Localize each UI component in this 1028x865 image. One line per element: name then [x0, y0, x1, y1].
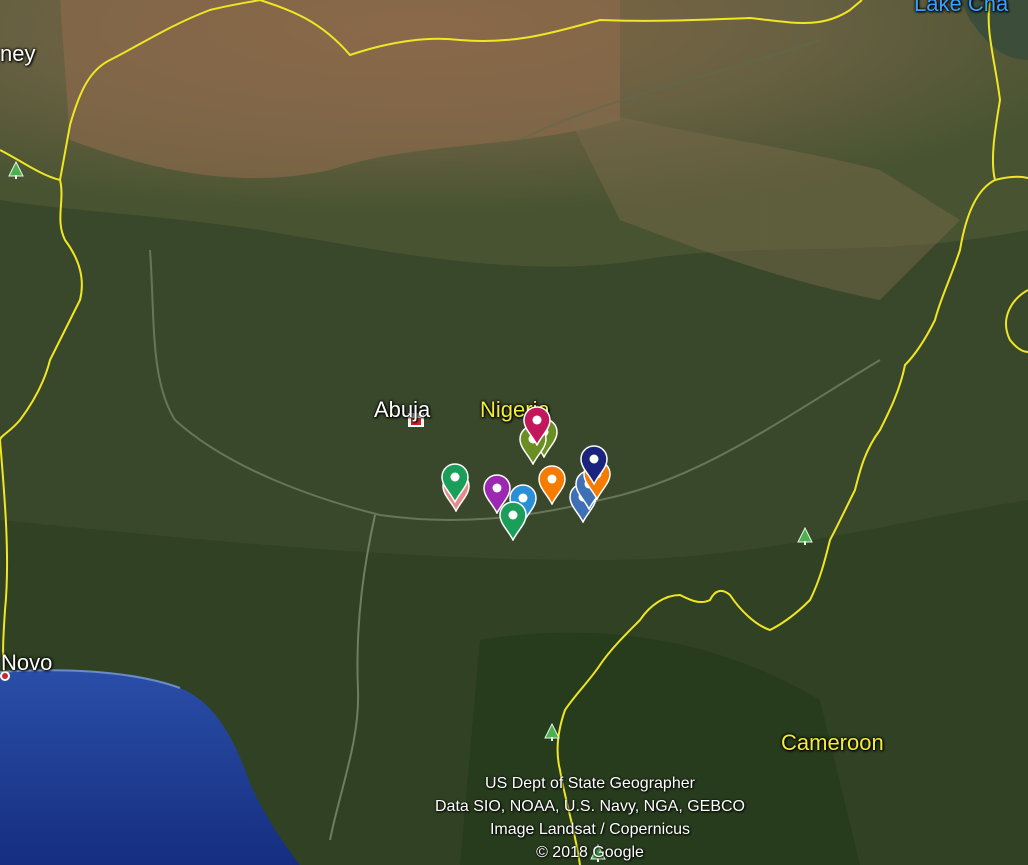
park-tree-icon: [544, 723, 560, 741]
park-tree-icon: [797, 527, 813, 545]
map-attribution: US Dept of State Geographer Data SIO, NO…: [380, 772, 800, 864]
attribution-line: © 2018 Google: [536, 844, 644, 861]
capital-label: Abuja: [374, 397, 431, 422]
country-label-partial: ney: [0, 41, 36, 66]
pin-body: [499, 501, 527, 541]
attribution-line: Image Landsat / Copernicus: [489, 821, 691, 838]
placemark-pin[interactable]: [498, 501, 528, 541]
capital-star-icon: [408, 413, 424, 427]
placemark-pin[interactable]: [537, 465, 567, 505]
placemark-pin[interactable]: [579, 445, 609, 485]
pin-body: [441, 463, 469, 503]
pin-body: [523, 406, 551, 446]
pin-body: [483, 474, 511, 514]
country-label-cameroon: Cameroon: [781, 730, 884, 755]
placemark-pin[interactable]: [482, 474, 512, 514]
pin-body: [538, 465, 566, 505]
placemark-pin[interactable]: [440, 463, 470, 503]
pin-body: [580, 445, 608, 485]
lake-label: Lake Cha: [914, 0, 1009, 16]
city-label: Novo: [1, 650, 53, 675]
placemark-pin[interactable]: [522, 406, 552, 446]
park-tree-icon: [590, 844, 606, 862]
park-tree-icon: [8, 161, 24, 179]
attribution-line: Data SIO, NOAA, U.S. Navy, NGA, GEBCO: [435, 798, 745, 815]
attribution-line: US Dept of State Geographer: [485, 775, 695, 792]
